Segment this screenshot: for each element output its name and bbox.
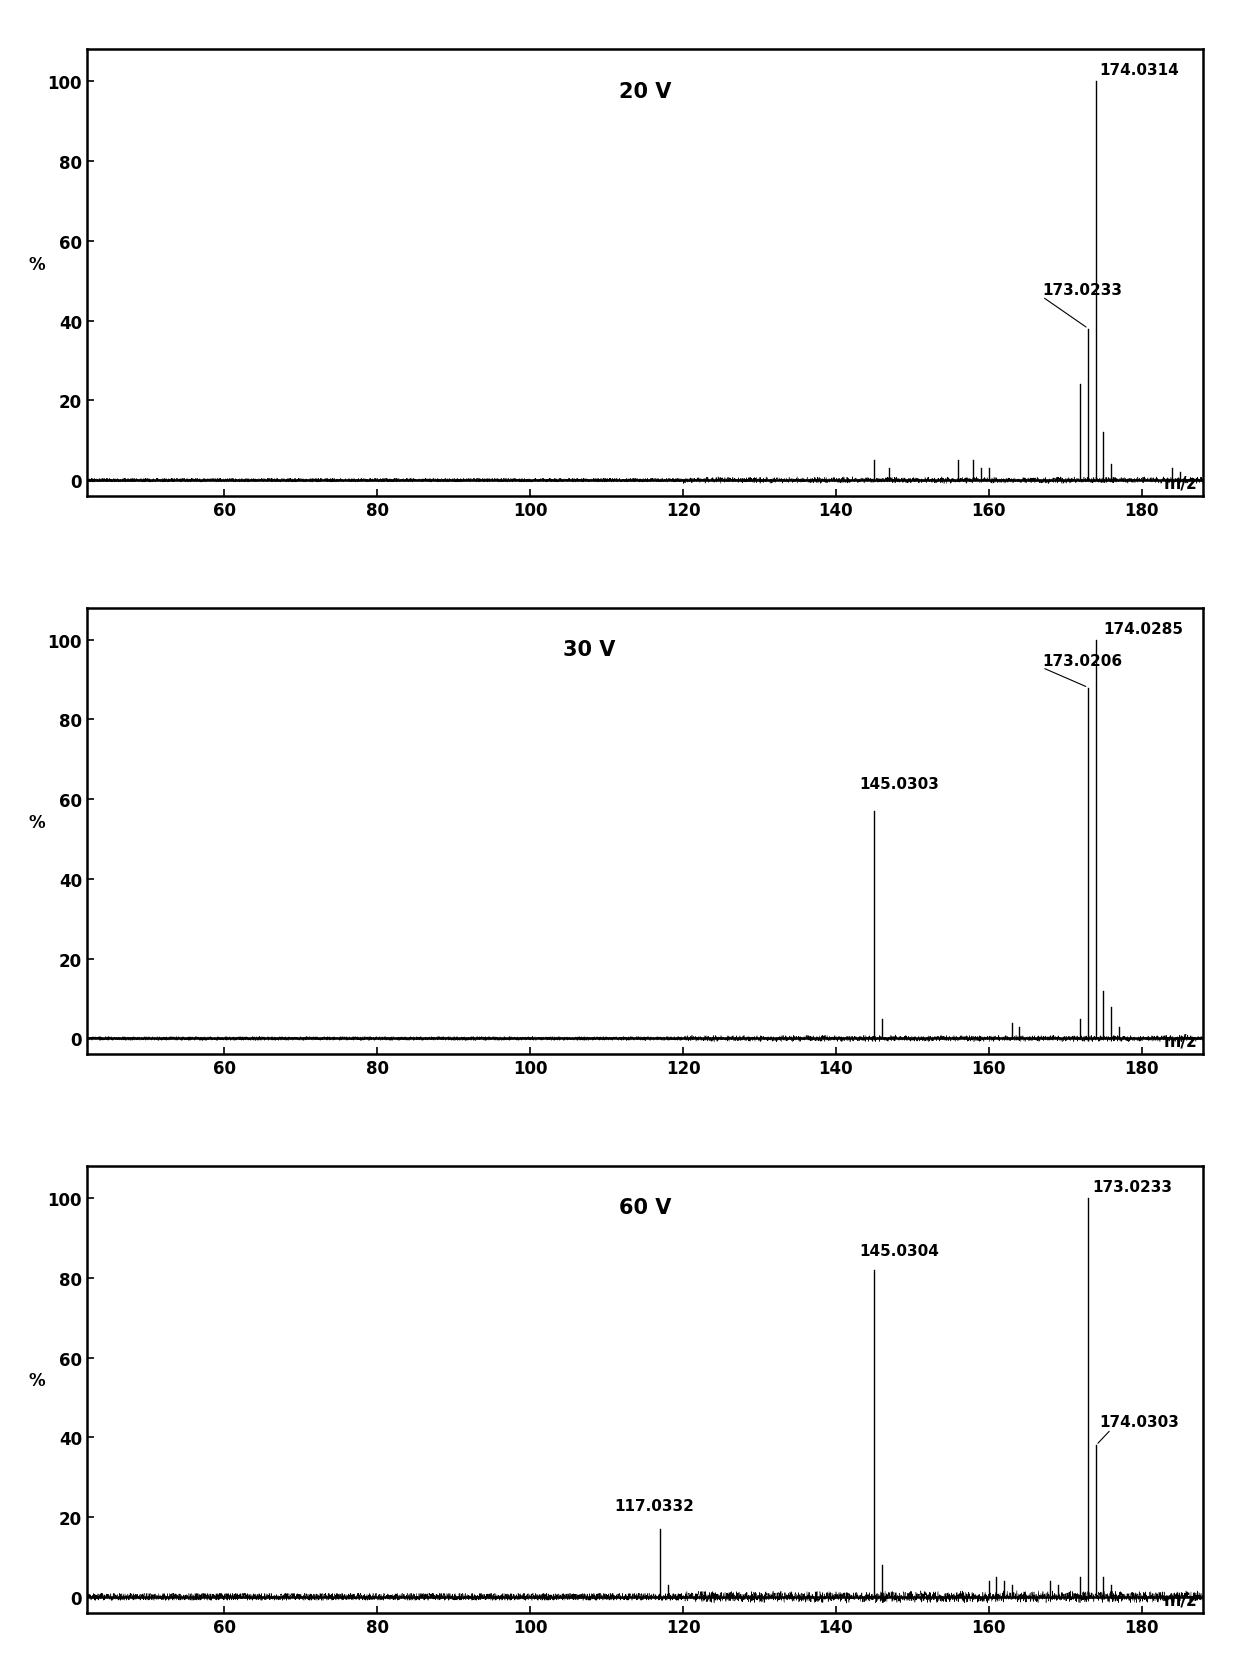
- Text: 173.0233: 173.0233: [1092, 1179, 1172, 1194]
- Text: 20 V: 20 V: [619, 82, 671, 101]
- Text: 174.0285: 174.0285: [1104, 622, 1183, 637]
- Text: 30 V: 30 V: [563, 640, 615, 660]
- Text: m/z: m/z: [1164, 1032, 1198, 1050]
- Y-axis label: %: %: [29, 1371, 45, 1389]
- Text: 173.0206: 173.0206: [1043, 654, 1122, 669]
- Text: 60 V: 60 V: [619, 1198, 671, 1218]
- Text: 145.0303: 145.0303: [859, 776, 939, 791]
- Text: 174.0314: 174.0314: [1100, 64, 1179, 79]
- Y-axis label: %: %: [29, 813, 45, 832]
- Text: 173.0233: 173.0233: [1043, 282, 1122, 297]
- Text: m/z: m/z: [1164, 1591, 1198, 1608]
- Y-axis label: %: %: [29, 255, 45, 274]
- Text: m/z: m/z: [1164, 474, 1198, 492]
- Text: 145.0304: 145.0304: [859, 1243, 939, 1258]
- Text: 117.0332: 117.0332: [614, 1499, 694, 1514]
- Text: 174.0303: 174.0303: [1100, 1415, 1179, 1430]
